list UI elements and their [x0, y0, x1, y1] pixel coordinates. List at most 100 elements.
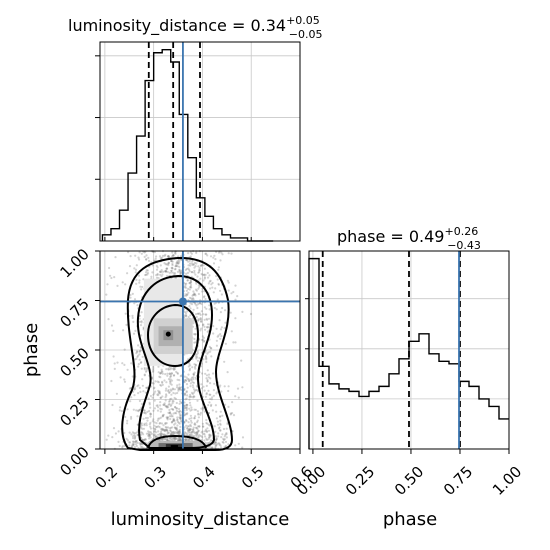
- scatter-point: [176, 261, 179, 264]
- scatter-point: [237, 396, 240, 399]
- scatter-point: [205, 252, 208, 255]
- scatter-point: [116, 361, 119, 364]
- scatter-point: [189, 364, 192, 367]
- scatter-point: [163, 404, 166, 407]
- scatter-point: [171, 399, 174, 403]
- scatter-point: [185, 267, 188, 270]
- scatter-point: [158, 433, 161, 436]
- scatter-point: [192, 372, 195, 375]
- scatter-point: [195, 388, 198, 391]
- scatter-point: [156, 419, 159, 422]
- scatter-point: [190, 376, 194, 379]
- scatter-point: [145, 271, 148, 274]
- scatter-point: [159, 396, 162, 399]
- scatter-point: [177, 436, 180, 439]
- scatter-point: [180, 419, 183, 422]
- scatter-point: [226, 279, 229, 282]
- scatter-point: [188, 395, 191, 398]
- scatter-point: [192, 381, 195, 384]
- scatter-point: [167, 411, 170, 414]
- scatter-point: [195, 282, 198, 285]
- lumdist-title-main: luminosity_distance = 0.34: [68, 16, 286, 36]
- scatter-point: [160, 384, 163, 387]
- scatter-point: [198, 269, 201, 272]
- scatter-point: [200, 272, 203, 276]
- scatter-point: [167, 261, 170, 264]
- scatter-point: [214, 258, 217, 261]
- scatter-point: [220, 436, 223, 439]
- scatter-point: [195, 378, 198, 381]
- scatter-point: [214, 446, 217, 449]
- scatter-point: [145, 273, 148, 276]
- scatter-point: [183, 392, 186, 395]
- scatter-point: [188, 282, 191, 285]
- scatter-point: [176, 371, 179, 375]
- scatter-point: [132, 440, 135, 444]
- scatter-point: [140, 334, 143, 337]
- scatter-point: [214, 435, 217, 438]
- scatter-point: [206, 323, 210, 326]
- scatter-point: [194, 294, 197, 297]
- scatter-point: [187, 315, 190, 319]
- scatter-point: [149, 433, 152, 436]
- scatter-point: [215, 438, 218, 441]
- scatter-point: [185, 379, 188, 382]
- scatter-point: [197, 318, 200, 321]
- scatter-point: [207, 389, 210, 392]
- scatter-point: [167, 255, 170, 258]
- scatter-point: [213, 425, 216, 428]
- scatter-point: [211, 409, 214, 412]
- scatter-point: [194, 288, 198, 291]
- scatter-point: [170, 389, 173, 392]
- scatter-point: [198, 312, 201, 315]
- scatter-point: [175, 426, 178, 429]
- scatter-point: [211, 446, 214, 449]
- scatter-point: [139, 442, 142, 445]
- scatter-point: [110, 379, 113, 383]
- scatter-point: [138, 320, 141, 323]
- scatter-point: [198, 302, 201, 305]
- scatter-point: [214, 441, 217, 444]
- scatter-point: [173, 436, 176, 439]
- scatter-point: [158, 255, 162, 258]
- scatter-point: [188, 362, 191, 365]
- scatter-point: [179, 388, 182, 391]
- scatter-point: [193, 422, 196, 425]
- scatter-point: [171, 267, 174, 270]
- scatter-point: [137, 410, 140, 413]
- scatter-point: [191, 263, 194, 266]
- scatter-point: [149, 427, 152, 430]
- scatter-point: [212, 291, 215, 294]
- scatter-point: [205, 374, 209, 377]
- scatter-point: [194, 333, 197, 336]
- scatter-point: [132, 440, 135, 443]
- scatter-point: [203, 318, 206, 321]
- scatter-point: [172, 437, 175, 440]
- scatter-point: [164, 270, 167, 273]
- scatter-point: [185, 259, 188, 262]
- scatter-point: [203, 430, 207, 433]
- scatter-point: [164, 373, 167, 376]
- scatter-point: [152, 409, 155, 412]
- scatter-point: [154, 434, 157, 437]
- scatter-point: [208, 345, 211, 348]
- scatter-point: [169, 404, 172, 407]
- scatter-point: [157, 394, 160, 397]
- scatter-point: [171, 266, 174, 270]
- scatter-point: [188, 296, 191, 299]
- scatter-point: [217, 435, 220, 438]
- scatter-point: [156, 266, 159, 269]
- scatter-point: [169, 368, 172, 371]
- scatter-point: [196, 352, 199, 355]
- scatter-point: [168, 437, 172, 440]
- scatter-point: [156, 273, 159, 276]
- scatter-point: [131, 435, 135, 438]
- scatter-point: [167, 390, 170, 393]
- scatter-point: [140, 320, 143, 323]
- scatter-point: [187, 439, 190, 442]
- scatter-point: [186, 293, 189, 296]
- scatter-point: [215, 438, 218, 441]
- scatter-point: [174, 397, 177, 400]
- scatter-point: [179, 437, 182, 441]
- scatter-point: [190, 391, 194, 394]
